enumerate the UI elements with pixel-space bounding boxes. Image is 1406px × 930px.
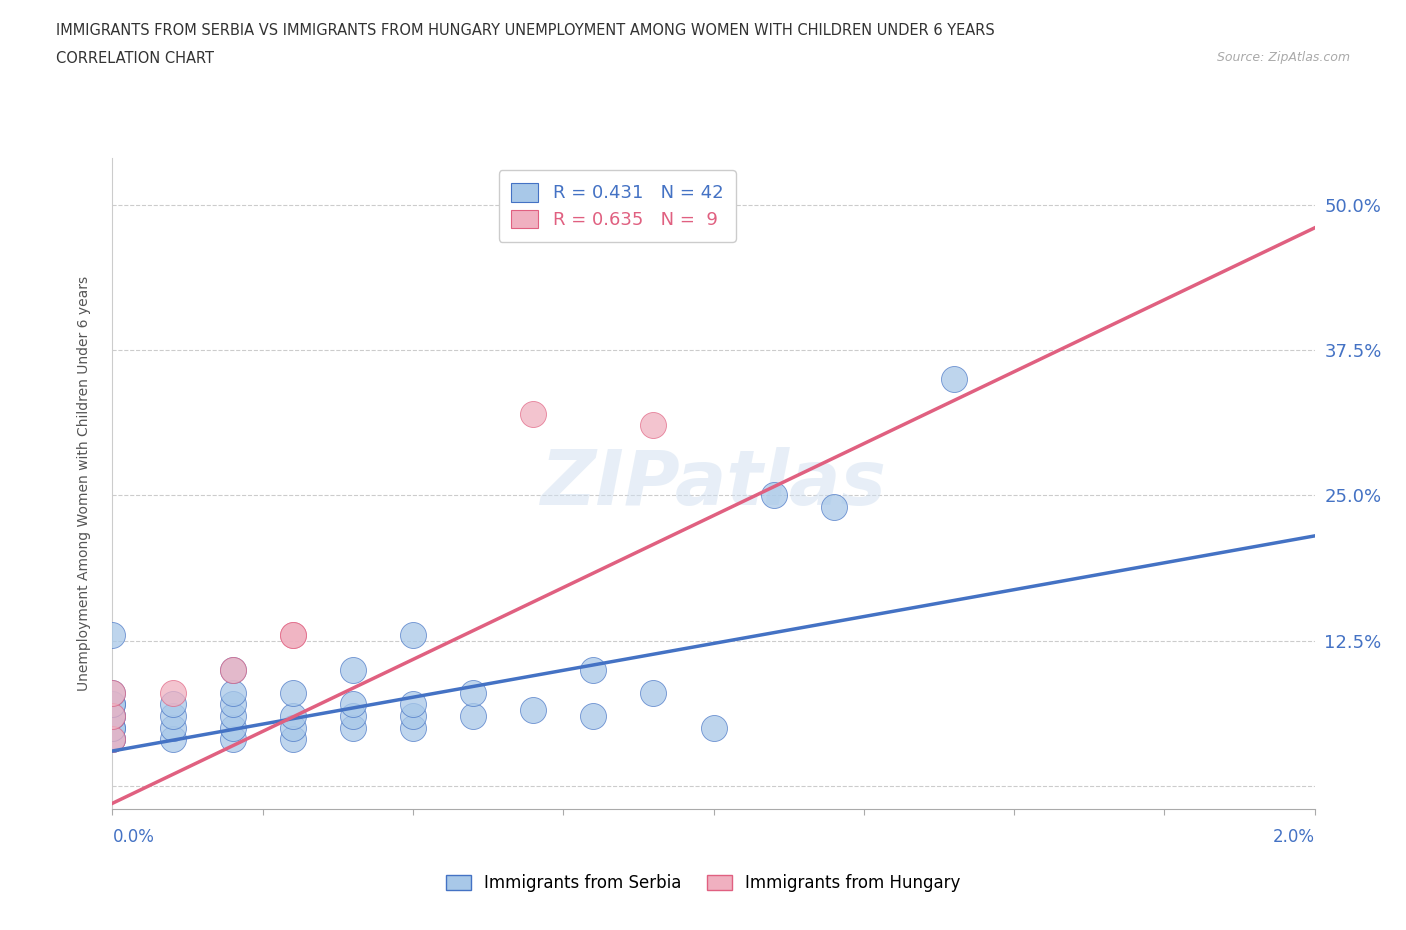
Point — [162, 709, 184, 724]
Text: IMMIGRANTS FROM SERBIA VS IMMIGRANTS FROM HUNGARY UNEMPLOYMENT AMONG WOMEN WITH : IMMIGRANTS FROM SERBIA VS IMMIGRANTS FRO… — [56, 23, 995, 38]
Point — [582, 662, 605, 677]
Point — [342, 662, 364, 677]
Text: 2.0%: 2.0% — [1272, 828, 1315, 845]
Point — [162, 698, 184, 712]
Point — [162, 685, 184, 700]
Point — [402, 627, 425, 642]
Point — [101, 732, 124, 747]
Point — [582, 709, 605, 724]
Point — [101, 698, 124, 712]
Point — [101, 720, 124, 735]
Point — [101, 732, 124, 747]
Point — [702, 720, 725, 735]
Point — [162, 720, 184, 735]
Text: CORRELATION CHART: CORRELATION CHART — [56, 51, 214, 66]
Legend: R = 0.431   N = 42, R = 0.635   N =  9: R = 0.431 N = 42, R = 0.635 N = 9 — [499, 170, 737, 242]
Text: Source: ZipAtlas.com: Source: ZipAtlas.com — [1216, 51, 1350, 64]
Point — [101, 685, 124, 700]
Point — [222, 662, 245, 677]
Point — [643, 685, 665, 700]
Point — [222, 732, 245, 747]
Point — [222, 662, 245, 677]
Point — [281, 709, 304, 724]
Point — [342, 709, 364, 724]
Point — [101, 709, 124, 724]
Point — [402, 720, 425, 735]
Point — [281, 720, 304, 735]
Point — [522, 406, 544, 421]
Point — [222, 720, 245, 735]
Point — [461, 685, 484, 700]
Text: ZIPatlas: ZIPatlas — [540, 446, 887, 521]
Point — [762, 487, 785, 502]
Point — [342, 698, 364, 712]
Point — [222, 698, 245, 712]
Point — [101, 685, 124, 700]
Point — [402, 698, 425, 712]
Point — [162, 732, 184, 747]
Point — [101, 732, 124, 747]
Y-axis label: Unemployment Among Women with Children Under 6 years: Unemployment Among Women with Children U… — [77, 276, 91, 691]
Point — [942, 371, 965, 387]
Point — [101, 709, 124, 724]
Point — [522, 703, 544, 718]
Text: 0.0%: 0.0% — [112, 828, 155, 845]
Point — [281, 685, 304, 700]
Point — [101, 709, 124, 724]
Point — [643, 418, 665, 433]
Legend: Immigrants from Serbia, Immigrants from Hungary: Immigrants from Serbia, Immigrants from … — [439, 867, 967, 898]
Point — [342, 720, 364, 735]
Point — [281, 627, 304, 642]
Point — [101, 720, 124, 735]
Point — [222, 709, 245, 724]
Point — [281, 627, 304, 642]
Point — [402, 709, 425, 724]
Point — [101, 698, 124, 712]
Point — [101, 627, 124, 642]
Point — [461, 709, 484, 724]
Point — [281, 732, 304, 747]
Point — [222, 685, 245, 700]
Point — [823, 499, 845, 514]
